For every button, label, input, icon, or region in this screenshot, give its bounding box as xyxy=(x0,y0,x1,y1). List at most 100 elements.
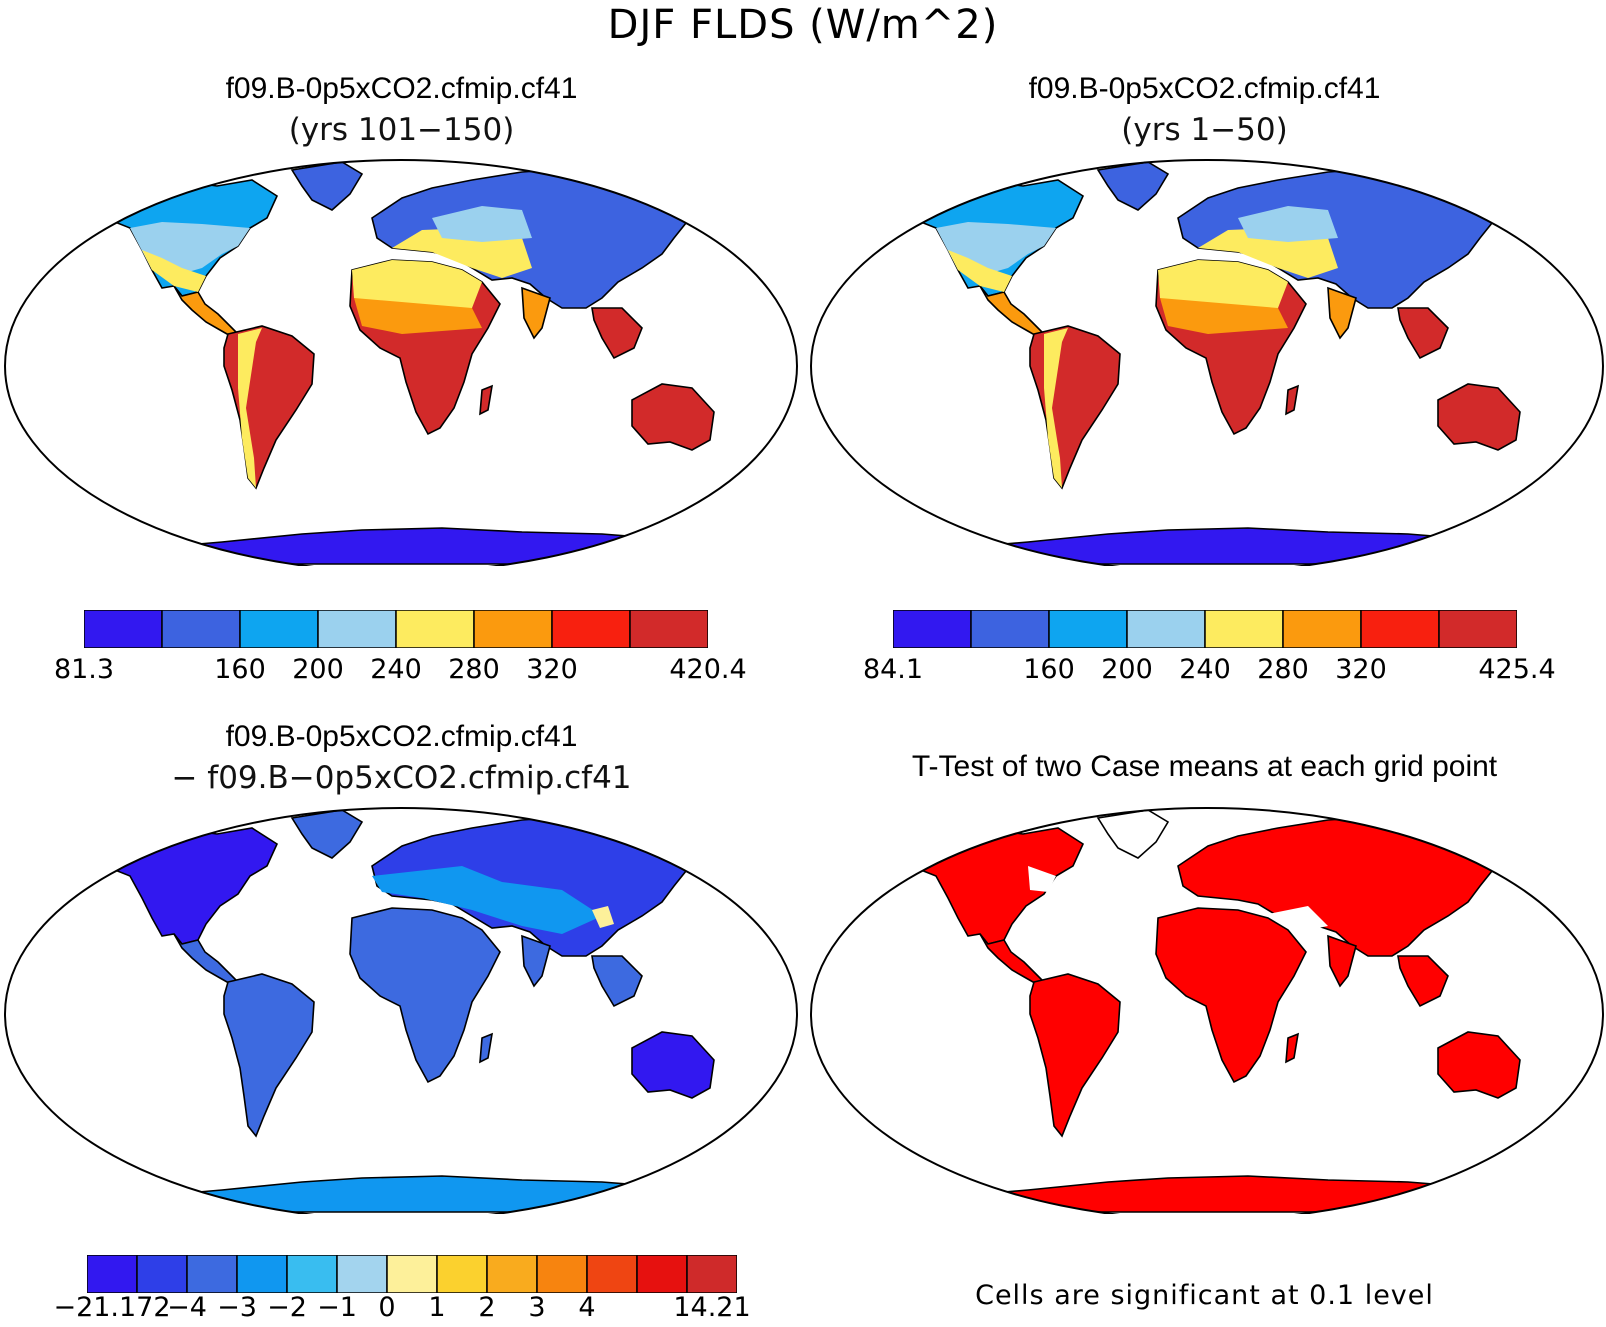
colorbar-label: 84.1 xyxy=(862,654,924,685)
map-panel-3 xyxy=(2,806,800,1214)
band-africa-north xyxy=(1158,260,1288,308)
land-madagascar xyxy=(1285,384,1300,416)
colorbar-label: 160 xyxy=(1023,654,1075,685)
colorbar-swatch xyxy=(286,1254,338,1294)
colorbar-swatch xyxy=(1048,609,1128,649)
colorbar-swatch xyxy=(629,609,709,649)
land-india xyxy=(1327,286,1357,340)
land-greenland xyxy=(290,809,364,859)
map-border xyxy=(4,807,798,1214)
colorbar-swatch xyxy=(473,609,553,649)
colorbar-label: 14.21 xyxy=(673,1292,751,1323)
colorbar-label: 240 xyxy=(370,654,422,685)
colorbar-swatch xyxy=(970,609,1050,649)
colorbar-label: 200 xyxy=(1101,654,1153,685)
colorbar-swatch xyxy=(1438,609,1518,649)
colorbar-swatch xyxy=(1126,609,1206,649)
colorbar-swatch xyxy=(1204,609,1284,649)
colorbar-label: 160 xyxy=(214,654,266,685)
band-nonsig-1 xyxy=(1028,866,1056,892)
colorbar-swatch xyxy=(336,1254,388,1294)
colorbar-swatch xyxy=(1282,609,1362,649)
band-andes xyxy=(1044,328,1068,488)
band-eurasia-diff xyxy=(372,866,602,934)
panel-3-subtitle: − f09.B−0p5xCO2.cfmip.cf41 xyxy=(171,760,632,796)
colorbar-label: 200 xyxy=(292,654,344,685)
land-samerica xyxy=(223,973,315,1138)
colorbar-swatch xyxy=(236,1254,288,1294)
land-africa xyxy=(349,907,501,1084)
colorbar-swatch xyxy=(892,609,972,649)
land-india xyxy=(1327,934,1357,988)
land-layer xyxy=(95,809,715,1213)
band-namerica-south xyxy=(948,250,1012,292)
colorbar-swatch xyxy=(83,609,163,649)
colorbar-label: 240 xyxy=(1179,654,1231,685)
band-nonsig-2 xyxy=(1268,906,1328,932)
land-seasia xyxy=(591,307,643,360)
figure-title: DJF FLDS (W/m^2) xyxy=(607,2,999,48)
colorbar-label: −2 xyxy=(267,1292,307,1323)
colorbar-swatch xyxy=(486,1254,538,1294)
colorbar-swatch xyxy=(136,1254,188,1294)
band-namerica-south xyxy=(142,250,206,292)
panel-4-title: T-Test of two Case means at each grid po… xyxy=(911,750,1498,783)
colorbar-swatch xyxy=(186,1254,238,1294)
colorbar-label: 280 xyxy=(1257,654,1309,685)
land-greenland xyxy=(290,161,364,211)
colorbar-swatch xyxy=(86,1254,138,1294)
land-layer xyxy=(901,161,1521,565)
colorbar-label: −4 xyxy=(167,1292,207,1323)
colorbar-swatch xyxy=(686,1254,738,1294)
significance-note: Cells are significant at 0.1 level xyxy=(975,1280,1434,1311)
colorbar-label: 425.4 xyxy=(1478,654,1556,685)
land-madagascar xyxy=(1285,1032,1300,1064)
map-panel-2 xyxy=(808,158,1606,566)
colorbar-label: 0 xyxy=(378,1292,396,1323)
land-madagascar xyxy=(479,384,494,416)
colorbar-labels-panel-1: 81.3 160 200 240 280 320 420.4 xyxy=(54,654,747,690)
map-border xyxy=(4,159,798,566)
colorbar-label: 320 xyxy=(526,654,578,685)
colorbar-panel-2 xyxy=(892,609,1518,649)
colorbar-label: 4 xyxy=(578,1292,596,1323)
colorbar-label: −1 xyxy=(317,1292,357,1323)
colorbar-swatch xyxy=(386,1254,438,1294)
colorbar-swatch xyxy=(536,1254,588,1294)
land-australia xyxy=(631,1031,715,1099)
colorbar-label: 1 xyxy=(428,1292,446,1323)
colorbar-label: −21.172 xyxy=(53,1292,171,1323)
colorbar-label: −3 xyxy=(217,1292,257,1323)
land-australia xyxy=(1437,1031,1521,1099)
colorbar-swatch xyxy=(436,1254,488,1294)
colorbar-swatch xyxy=(586,1254,638,1294)
colorbar-panel-1 xyxy=(83,609,709,649)
land-madagascar xyxy=(479,1032,494,1064)
colorbar-label: 280 xyxy=(448,654,500,685)
colorbar-labels-panel-3: −21.172 −4 −3 −2 −1 0 1 2 3 4 14.21 xyxy=(53,1292,750,1326)
colorbar-swatch xyxy=(161,609,241,649)
band-tibet-diff xyxy=(592,906,614,928)
land-india xyxy=(521,286,551,340)
colorbar-swatch xyxy=(551,609,631,649)
colorbar-label: 320 xyxy=(1335,654,1387,685)
band-africa-sahel xyxy=(354,298,482,334)
band-africa-sahel xyxy=(1160,298,1288,334)
land-australia xyxy=(1437,383,1521,451)
land-seasia xyxy=(1397,955,1449,1008)
panel-1-subtitle: (yrs 101−150) xyxy=(288,112,515,148)
land-india xyxy=(521,934,551,988)
panel-2-title: f09.B-0p5xCO2.cfmip.cf41 xyxy=(1028,72,1381,105)
colorbar-swatch xyxy=(317,609,397,649)
land-layer xyxy=(95,161,715,565)
colorbar-svg xyxy=(83,609,709,649)
colorbar-label: 3 xyxy=(528,1292,546,1323)
colorbar-label: 420.4 xyxy=(669,654,747,685)
band-africa-north xyxy=(352,260,482,308)
colorbar-panel-3 xyxy=(86,1254,738,1294)
map-panel-4 xyxy=(808,806,1606,1214)
land-seasia xyxy=(591,955,643,1008)
map-border xyxy=(810,159,1604,566)
band-eurasia-mid xyxy=(432,206,532,242)
band-eurasia-mid xyxy=(1238,206,1338,242)
